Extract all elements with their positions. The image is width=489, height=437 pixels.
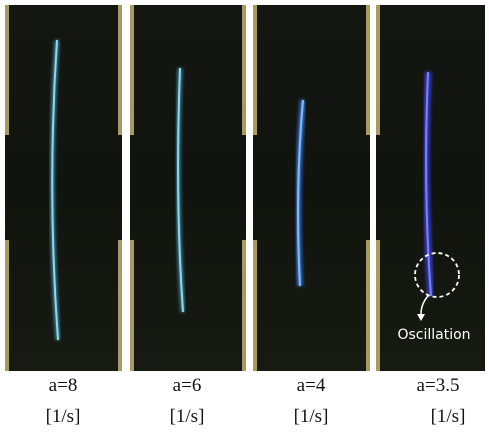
rate-label: a=8 <box>49 375 78 396</box>
photo-panel: Oscillation <box>376 5 485 371</box>
unit-label: [1/s] <box>294 406 329 427</box>
photo-panel <box>130 5 246 371</box>
figure: Oscillation a=8 [1/s] a=6 [1/s] a=4 [1/s… <box>0 0 489 437</box>
photo-panel <box>253 5 370 371</box>
unit-label: [1/s] <box>431 406 466 427</box>
annotation: Oscillation <box>397 327 470 343</box>
rate-label: a=4 <box>297 375 326 396</box>
photo-panel <box>5 5 122 371</box>
rate-label: a=6 <box>173 375 202 396</box>
unit-label: [1/s] <box>46 406 81 427</box>
rate-label: a=3.5 <box>417 375 460 396</box>
unit-label: [1/s] <box>170 406 205 427</box>
